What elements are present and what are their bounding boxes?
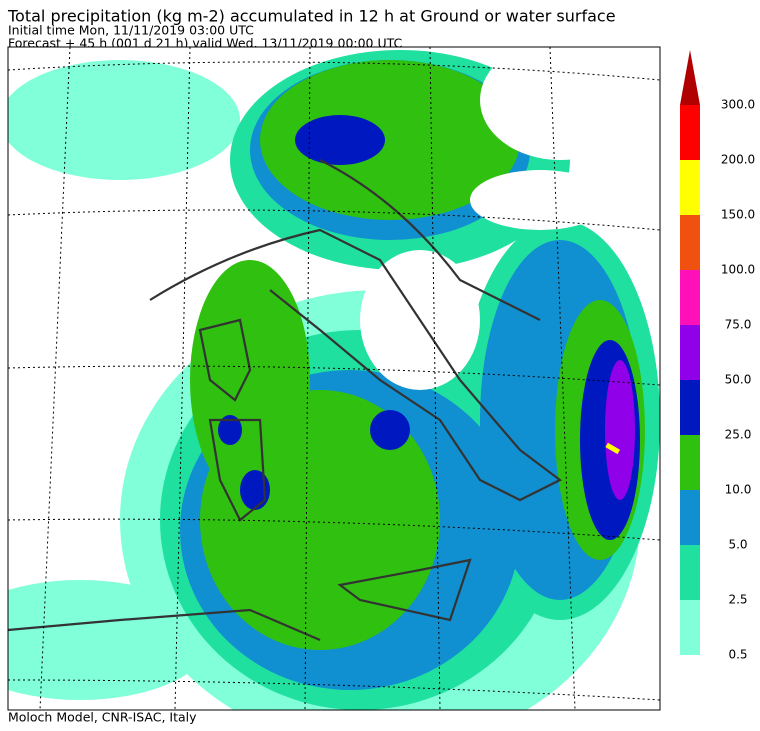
colorbar: 0.5 2.5 5.0 10.0 25.0 50.0 75.0 100.0 150.0 200.0… [680,50,755,662]
colorbar-label: 10.0 [725,483,752,497]
colorbar-arrow [680,50,700,105]
colorbar-segment [680,105,700,160]
colorbar-label: 2.5 [728,593,747,607]
colorbar-segment [680,325,700,380]
colorbar-label: 300.0 [721,98,755,112]
colorbar-label: 75.0 [725,318,752,332]
colorbar-label: 0.5 [728,648,747,662]
initial-time: Initial time Mon, 11/11/2019 03:00 UTC [8,23,254,38]
colorbar-label: 5.0 [728,538,747,552]
footer: Moloch Model, CNR-ISAC, Italy [8,710,197,725]
colorbar-label: 150.0 [721,208,755,222]
colorbar-segment [680,435,700,490]
colorbar-segment [680,600,700,655]
title: Total precipitation (kg m-2) accumulated… [7,7,616,26]
colorbar-segment [680,270,700,325]
colorbar-label: 100.0 [721,263,755,277]
colorbar-segment [680,545,700,600]
colorbar-label: 25.0 [725,428,752,442]
colorbar-segment [680,160,700,215]
colorbar-segment [680,490,700,545]
map [7,46,661,711]
colorbar-segment [680,380,700,435]
colorbar-label: 200.0 [721,153,755,167]
colorbar-segment [680,215,700,270]
colorbar-label: 50.0 [725,373,752,387]
